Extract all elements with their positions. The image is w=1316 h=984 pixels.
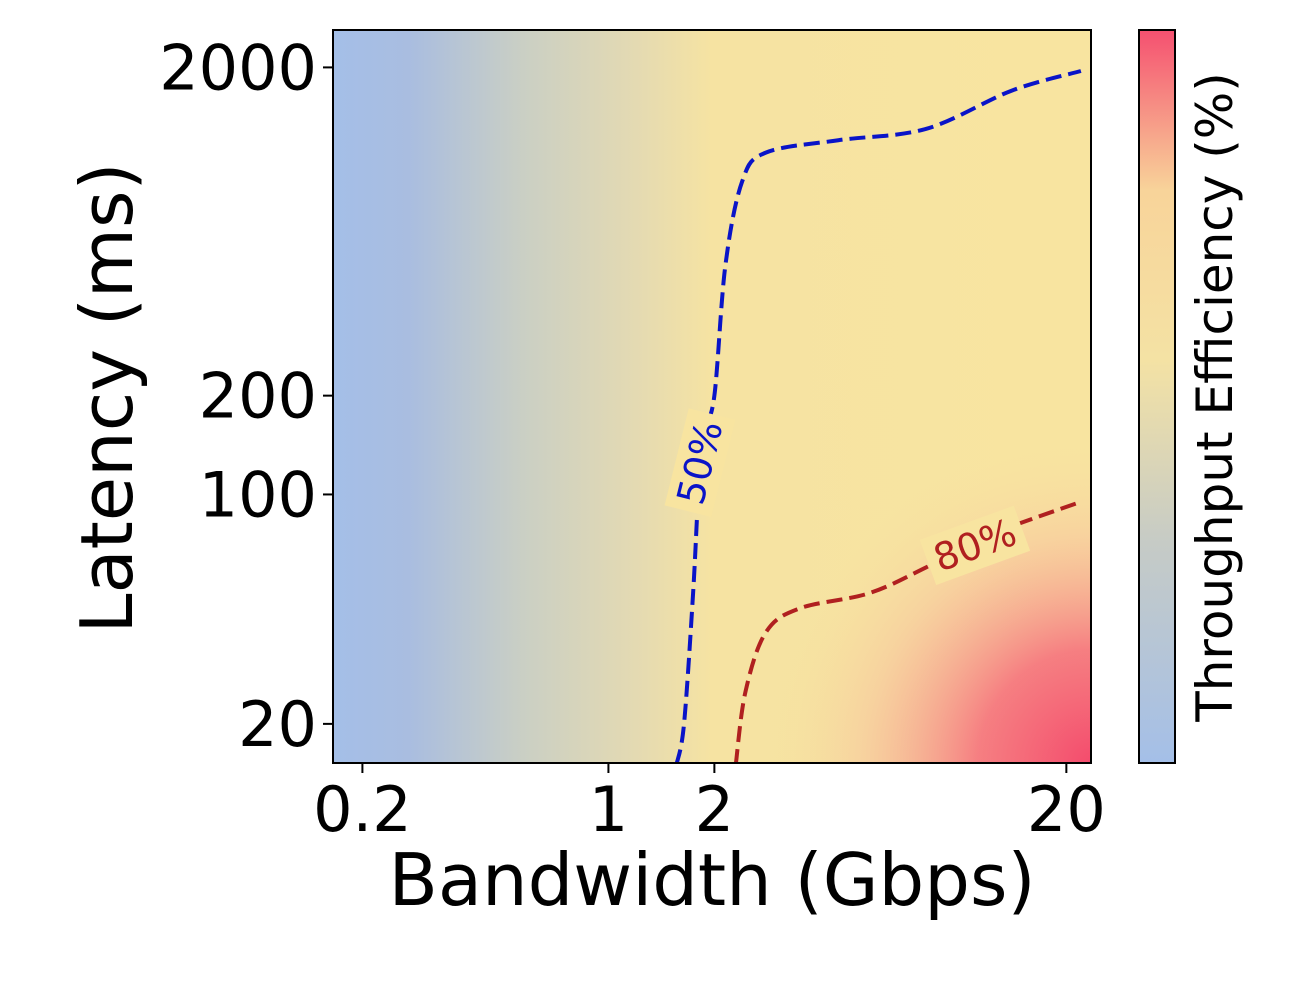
x-axis-title: Bandwidth (Gbps) — [388, 838, 1035, 922]
heatmap: 50%80% — [333, 30, 1091, 763]
y-axis-title: Latency (ms) — [65, 162, 149, 633]
x-axis: 0.2 1 2 20 — [313, 763, 1106, 846]
y-tick-label-1: 100 — [199, 458, 317, 531]
x-tick-label-1: 1 — [589, 773, 628, 846]
contour-label-gap — [664, 408, 736, 517]
contour-50-line — [674, 69, 1082, 763]
contour-label-gap — [919, 505, 1031, 585]
plot-area: 50%80% 0.2 1 2 20 20 100 200 2000 — [159, 29, 1106, 846]
x-tick-label-2: 2 — [695, 773, 734, 846]
y-axis: 20 100 200 2000 — [159, 31, 333, 761]
colorbar-gradient — [1138, 29, 1176, 764]
colorbar: Throughput Efficiency (%) — [1138, 29, 1244, 764]
x-tick-label-3: 20 — [1027, 773, 1106, 846]
y-tick-label-0: 20 — [238, 688, 317, 761]
y-tick-label-2: 200 — [199, 360, 317, 433]
contours: 50%80% — [664, 69, 1082, 763]
colorbar-title: Throughput Efficiency (%) — [1186, 72, 1244, 723]
heatmap-hot-region — [333, 30, 1091, 763]
y-tick-label-3: 2000 — [159, 31, 317, 104]
x-tick-label-0: 0.2 — [313, 773, 412, 846]
